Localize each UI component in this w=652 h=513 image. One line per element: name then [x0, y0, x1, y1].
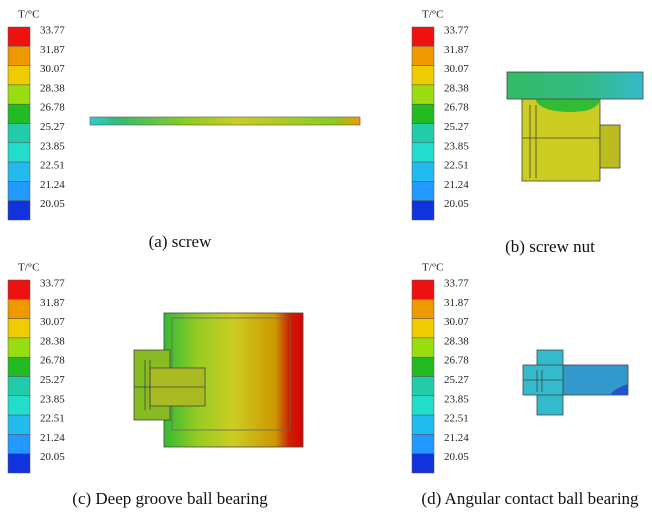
legend-swatch [8, 377, 30, 396]
legend-label: 33.77 [40, 25, 65, 37]
legend-swatch [8, 280, 30, 299]
legend-label: 25.27 [40, 121, 65, 133]
legend-label: 20.05 [40, 198, 65, 210]
legend-swatch [8, 162, 30, 181]
legend-label: 22.51 [40, 160, 65, 172]
legend-label: 30.07 [40, 63, 65, 75]
legend-label: 22.51 [40, 413, 65, 425]
legend-swatch [412, 415, 434, 434]
legend-label: 30.07 [40, 316, 65, 328]
legend-swatch [8, 454, 30, 473]
legend-label: 26.78 [444, 355, 469, 367]
legend-swatch [8, 27, 30, 46]
legend-swatch [8, 415, 30, 434]
legend-label: 30.07 [444, 316, 469, 328]
figure: T/°C33.7731.8730.0728.3826.7825.2723.852… [0, 0, 652, 513]
legend-label: 21.24 [40, 432, 65, 444]
legend-label: 25.27 [444, 121, 469, 133]
legend-label: 21.24 [444, 179, 469, 191]
legend-swatch [412, 162, 434, 181]
legend-label: 20.05 [444, 198, 469, 210]
legend-swatch [412, 85, 434, 104]
legend-label: 25.27 [40, 374, 65, 386]
legend-swatch [8, 143, 30, 162]
legend-label: 28.38 [444, 335, 469, 347]
legend-label: 23.85 [40, 393, 65, 405]
legend-swatch [8, 46, 30, 65]
legend-label: 21.24 [40, 179, 65, 191]
legend-label: 33.77 [444, 25, 469, 37]
legend-swatch [412, 299, 434, 318]
legend-swatch [412, 396, 434, 415]
legend-label: 21.24 [444, 432, 469, 444]
legend-label: 22.51 [444, 413, 469, 425]
legend-swatch [8, 434, 30, 453]
caption: (a) screw [149, 232, 212, 251]
angular-contact-model [523, 350, 628, 415]
legend-swatch [412, 201, 434, 220]
legend-swatch [412, 27, 434, 46]
legend-swatch [412, 280, 434, 299]
legend-label: 31.87 [444, 297, 469, 309]
caption: (d) Angular contact ball bearing [421, 489, 639, 508]
legend-swatch [8, 124, 30, 143]
legend-title: T/°C [18, 9, 40, 21]
nut-model [507, 72, 643, 181]
legend-swatch [412, 66, 434, 85]
legend-label: 31.87 [444, 44, 469, 56]
legend-swatch [412, 319, 434, 338]
legend-swatch [8, 201, 30, 220]
legend-swatch [8, 357, 30, 376]
legend-swatch [8, 299, 30, 318]
legend-swatch [8, 319, 30, 338]
legend-label: 23.85 [444, 140, 469, 152]
caption: (b) screw nut [505, 237, 595, 256]
screw-model [90, 117, 360, 125]
legend-swatch [8, 66, 30, 85]
legend-label: 20.05 [40, 451, 65, 463]
legend-label: 28.38 [40, 82, 65, 94]
legend-swatch [412, 357, 434, 376]
legend-label: 33.77 [444, 278, 469, 290]
legend-label: 20.05 [444, 451, 469, 463]
legend-swatch [8, 181, 30, 200]
legend-swatch [412, 454, 434, 473]
legend-label: 30.07 [444, 63, 469, 75]
legend-label: 25.27 [444, 374, 469, 386]
legend-label: 23.85 [40, 140, 65, 152]
legend-label: 22.51 [444, 160, 469, 172]
legend-swatch [412, 46, 434, 65]
legend-swatch [412, 143, 434, 162]
legend-label: 28.38 [444, 82, 469, 94]
legend-label: 28.38 [40, 335, 65, 347]
legend-swatch [8, 85, 30, 104]
legend-swatch [412, 338, 434, 357]
legend-swatch [412, 104, 434, 123]
legend-swatch [412, 377, 434, 396]
legend-swatch [412, 434, 434, 453]
legend-title: T/°C [18, 262, 40, 274]
legend-label: 26.78 [444, 102, 469, 114]
legend-label: 23.85 [444, 393, 469, 405]
deep-groove-model [134, 313, 303, 447]
legend-title: T/°C [422, 262, 444, 274]
caption: (c) Deep groove ball bearing [72, 489, 268, 508]
legend-swatch [412, 181, 434, 200]
legend-swatch [412, 124, 434, 143]
legend-label: 26.78 [40, 355, 65, 367]
legend-label: 33.77 [40, 278, 65, 290]
legend-label: 26.78 [40, 102, 65, 114]
legend-swatch [8, 338, 30, 357]
legend-swatch [8, 104, 30, 123]
legend-label: 31.87 [40, 297, 65, 309]
legend-label: 31.87 [40, 44, 65, 56]
legend-title: T/°C [422, 9, 444, 21]
legend-swatch [8, 396, 30, 415]
